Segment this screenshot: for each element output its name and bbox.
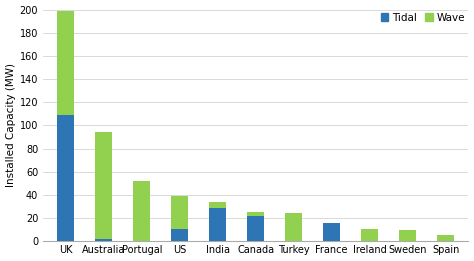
Bar — [437, 235, 454, 241]
Bar — [57, 115, 74, 241]
Bar — [95, 132, 112, 239]
Bar — [133, 181, 150, 241]
Bar — [399, 230, 416, 241]
Y-axis label: Installed Capacity (MW): Installed Capacity (MW) — [6, 63, 16, 187]
Bar — [57, 11, 74, 115]
Bar — [209, 208, 226, 241]
Bar — [95, 239, 112, 241]
Bar — [171, 229, 188, 241]
Bar — [285, 213, 302, 241]
Bar — [323, 223, 340, 241]
Bar — [247, 212, 264, 216]
Bar — [247, 216, 264, 241]
Bar — [209, 202, 226, 208]
Bar — [171, 196, 188, 229]
Bar — [361, 229, 378, 241]
Legend: Tidal, Wave: Tidal, Wave — [381, 13, 465, 23]
